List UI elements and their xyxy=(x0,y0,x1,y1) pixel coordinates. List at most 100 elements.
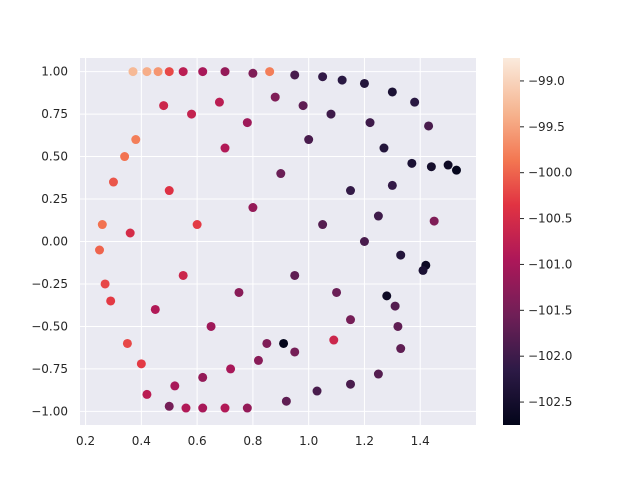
scatter-point xyxy=(178,67,188,77)
scatter-point xyxy=(192,220,202,230)
colorbar-tick-labels: −99.0 −99.5 −100.0 −100.5 −101.0 −101.5 −102.0… xyxy=(520,74,572,409)
scatter-point xyxy=(198,372,208,382)
y-tick-label: 0.50 xyxy=(41,150,68,164)
scatter-point xyxy=(451,165,461,175)
y-tick-label: 1.00 xyxy=(41,65,68,79)
scatter-point xyxy=(429,216,439,226)
scatter-point xyxy=(164,186,174,196)
scatter-point xyxy=(128,67,138,77)
scatter-point xyxy=(120,152,130,162)
scatter-point xyxy=(359,78,369,88)
scatter-point xyxy=(159,101,169,111)
scatter-point xyxy=(220,67,230,77)
scatter-point xyxy=(410,97,420,107)
scatter-point xyxy=(214,97,224,107)
scatter-point xyxy=(332,287,342,297)
scatter-point xyxy=(424,121,434,131)
scatter-point xyxy=(153,67,163,77)
colorbar-tick-label: −99.5 xyxy=(528,120,565,134)
scatter-point xyxy=(373,369,383,379)
scatter-point xyxy=(426,162,436,172)
scatter-point xyxy=(418,265,428,275)
scatter-point xyxy=(373,211,383,221)
colorbar-tick-label: −102.0 xyxy=(528,349,572,363)
y-tick-label: 0.25 xyxy=(41,192,68,206)
scatter-point xyxy=(198,67,208,77)
colorbar-tick-label: −100.5 xyxy=(528,212,572,226)
colorbar-tick-label: −102.5 xyxy=(528,395,572,409)
scatter-point xyxy=(407,158,417,168)
scatter-point xyxy=(290,70,300,80)
scatter-point xyxy=(170,381,180,391)
scatter-point xyxy=(181,403,191,413)
scatter-point xyxy=(242,118,252,128)
scatter-point xyxy=(326,109,336,119)
scatter-point xyxy=(318,72,328,82)
x-tick-label: 0.6 xyxy=(188,434,207,448)
scatter-point xyxy=(290,270,300,280)
scatter-point xyxy=(290,347,300,357)
scatter-point xyxy=(396,250,406,260)
scatter-point xyxy=(387,180,397,190)
scatter-point xyxy=(108,177,118,187)
scatter-point xyxy=(304,135,314,145)
scatter-point xyxy=(393,321,403,331)
scatter-point xyxy=(298,101,308,111)
x-tick-labels: 0.2 0.4 0.6 0.8 1.0 1.2 1.4 xyxy=(76,434,430,448)
y-tick-label: −1.00 xyxy=(31,404,68,418)
scatter-point xyxy=(281,396,291,406)
scatter-point xyxy=(337,75,347,85)
scatter-point xyxy=(187,109,197,119)
scatter-point xyxy=(379,143,389,153)
y-tick-label: −0.25 xyxy=(31,277,68,291)
scatter-point xyxy=(265,67,275,77)
colorbar xyxy=(503,58,520,425)
scatter-point xyxy=(136,359,146,369)
x-tick-label: 1.0 xyxy=(299,434,318,448)
scatter-point xyxy=(390,301,400,311)
scatter-point xyxy=(164,67,174,77)
y-tick-label: 0.00 xyxy=(41,235,68,249)
x-tick-label: 0.4 xyxy=(132,434,151,448)
scatter-point xyxy=(226,364,236,374)
scatter-point xyxy=(100,279,110,289)
scatter-point xyxy=(142,67,152,77)
scatter-point xyxy=(262,338,272,348)
scatter-point xyxy=(270,92,280,102)
colorbar-tick-label: −101.5 xyxy=(528,303,572,317)
colorbar-tick-label: −101.0 xyxy=(528,257,572,271)
scatter-point xyxy=(142,389,152,399)
scatter-point xyxy=(97,220,107,230)
scatter-point xyxy=(387,87,397,97)
scatter-point xyxy=(396,344,406,354)
scatter-point xyxy=(443,160,453,170)
scatter-point xyxy=(359,237,369,246)
x-tick-label: 1.2 xyxy=(355,434,374,448)
scatter-point xyxy=(248,68,258,78)
x-tick-label: 0.2 xyxy=(76,434,95,448)
scatter-point xyxy=(279,338,289,348)
x-tick-label: 0.8 xyxy=(243,434,262,448)
y-tick-label: −0.50 xyxy=(31,319,68,333)
scatter-point xyxy=(95,245,105,255)
scatter-point xyxy=(346,315,356,325)
scatter-point xyxy=(382,291,392,301)
scatter-point xyxy=(178,270,188,280)
scatter-point xyxy=(242,403,252,413)
scatter-point xyxy=(164,401,174,411)
scatter-point xyxy=(150,304,160,314)
scatter-point xyxy=(131,135,141,145)
scatter-point xyxy=(106,296,116,306)
scatter-point xyxy=(220,403,230,413)
scatter-point xyxy=(312,386,322,396)
y-tick-label: 0.75 xyxy=(41,107,68,121)
colorbar-tick-label: −99.0 xyxy=(528,74,565,88)
grid-lines xyxy=(80,58,476,425)
scatter-point xyxy=(329,335,339,345)
scatter-point xyxy=(125,228,135,238)
scatter-point xyxy=(198,403,208,413)
scatter-point xyxy=(253,355,263,365)
y-tick-labels: −1.00 −0.75 −0.50 −0.25 0.00 0.25 0.50 0.75 1.00 xyxy=(31,65,68,419)
scatter-point xyxy=(220,143,230,153)
